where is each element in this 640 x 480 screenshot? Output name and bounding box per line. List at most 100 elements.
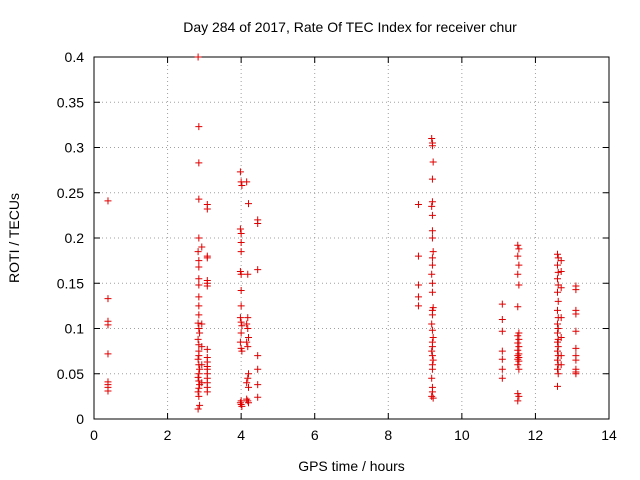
- data-point: [203, 345, 211, 353]
- data-point: [245, 334, 252, 342]
- data-point: [554, 288, 561, 296]
- data-point: [195, 281, 203, 289]
- data-point: [514, 397, 522, 405]
- data-point: [195, 159, 203, 167]
- data-point: [195, 195, 203, 203]
- data-point: [554, 268, 562, 276]
- data-point: [515, 261, 523, 269]
- x-tick-label: 0: [90, 427, 98, 443]
- x-axis-label: GPS time / hours: [298, 458, 405, 474]
- data-point: [554, 325, 562, 332]
- data-point: [428, 311, 436, 319]
- data-point: [254, 393, 262, 401]
- y-tick-label: 0.3: [65, 140, 85, 156]
- chart-title: Day 284 of 2017, Rate Of TEC Index for r…: [183, 19, 517, 35]
- data-point: [554, 329, 561, 337]
- data-point: [498, 365, 506, 373]
- data-point: [429, 248, 437, 256]
- data-point: [554, 306, 561, 314]
- plot-frame: [93, 56, 610, 420]
- data-point: [498, 355, 506, 363]
- data-point: [237, 248, 245, 256]
- data-point: [196, 401, 204, 409]
- data-point: [203, 282, 211, 290]
- data-point: [428, 320, 436, 328]
- data-point: [428, 326, 436, 334]
- x-tick-label: 8: [384, 427, 392, 443]
- data-point: [557, 352, 565, 360]
- data-point: [194, 335, 202, 343]
- data-point: [514, 252, 522, 260]
- data-point: [428, 288, 436, 296]
- data-point: [236, 399, 244, 407]
- data-point: [238, 322, 246, 330]
- data-point: [572, 327, 580, 335]
- data-point: [244, 397, 252, 405]
- data-point: [243, 338, 251, 346]
- data-point: [104, 295, 112, 303]
- data-point: [554, 261, 561, 269]
- data-point: [515, 392, 523, 400]
- data-point: [428, 202, 436, 210]
- data-point: [195, 384, 203, 392]
- data-point: [104, 197, 112, 205]
- data-point: [195, 257, 203, 265]
- data-point: [238, 402, 246, 410]
- data-point: [428, 365, 436, 373]
- data-point: [195, 352, 203, 360]
- data-point: [515, 365, 523, 373]
- data-point: [515, 343, 523, 351]
- data-point: [514, 332, 522, 340]
- data-point: [104, 350, 112, 358]
- data-point: [245, 383, 252, 391]
- data-point: [572, 286, 580, 294]
- data-point: [414, 252, 422, 260]
- data-point: [429, 356, 437, 364]
- data-point: [254, 266, 262, 274]
- data-point: [195, 302, 203, 310]
- data-point: [557, 257, 565, 265]
- data-point: [198, 361, 206, 369]
- x-tick-label: 6: [311, 427, 319, 443]
- data-point: [195, 392, 203, 400]
- data-point: [428, 175, 436, 183]
- data-point: [245, 200, 252, 208]
- data-point: [198, 243, 206, 251]
- data-point: [554, 343, 562, 351]
- y-tick-label: 0.4: [65, 49, 85, 65]
- data-point: [195, 377, 203, 385]
- data-point: [554, 382, 561, 390]
- data-point: [554, 365, 561, 373]
- data-point: [195, 325, 203, 332]
- data-point: [254, 352, 262, 360]
- data-point: [238, 347, 246, 355]
- data-point: [245, 370, 252, 378]
- data-point: [428, 347, 436, 355]
- y-tick-label: 0.25: [57, 185, 84, 201]
- data-point: [245, 399, 252, 407]
- data-point: [194, 373, 202, 381]
- data-point: [195, 234, 203, 242]
- data-point: [244, 343, 252, 351]
- data-point: [244, 374, 252, 382]
- data-point: [515, 245, 523, 253]
- data-point: [572, 356, 580, 364]
- data-point: [557, 361, 565, 369]
- data-point: [554, 338, 561, 346]
- data-point: [194, 355, 202, 363]
- y-tick-label: 0: [76, 411, 84, 427]
- data-point: [428, 142, 436, 150]
- data-point: [237, 329, 245, 337]
- x-tick-label: 14: [601, 427, 617, 443]
- data-point: [428, 227, 436, 235]
- y-axis-label: ROTI / TECUs: [6, 193, 22, 283]
- data-point: [236, 314, 244, 322]
- data-point: [554, 347, 561, 355]
- data-point: [237, 401, 245, 409]
- data-point: [498, 315, 506, 323]
- data-point: [514, 303, 522, 311]
- data-point: [515, 335, 523, 343]
- data-point: [194, 388, 202, 396]
- tick-labels: 0 2 4 6 8 10 12 14 0 0.05 0.1 0.15 0.2 0.25 0.3 0.35 0.4: [57, 49, 617, 443]
